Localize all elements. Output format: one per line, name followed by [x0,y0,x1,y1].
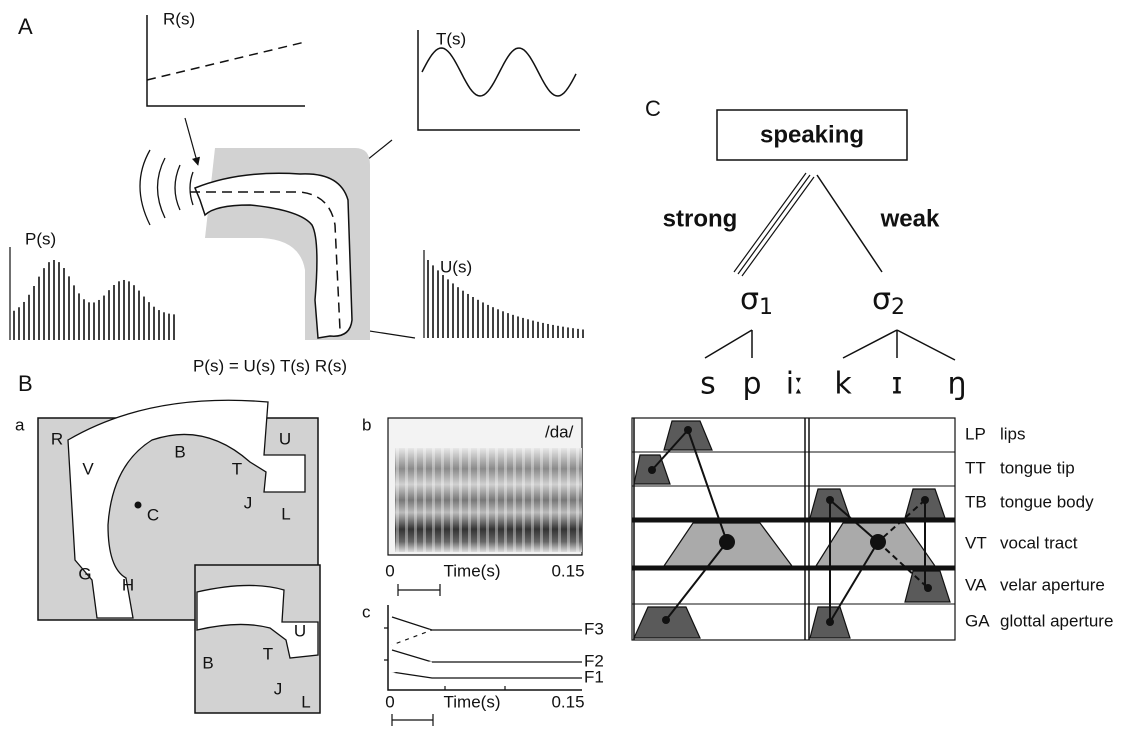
formant-tracks [392,617,582,678]
point-label: J [274,679,283,698]
formant-label: F3 [584,619,604,638]
subpanel-label: a [15,415,25,434]
x-end: 0.15 [551,561,584,580]
equation: P(s) = U(s) T(s) R(s) [193,356,347,375]
gesture-point [921,496,929,504]
x-end: 0.15 [551,692,584,711]
gesture-point [826,496,834,504]
tier-code: TB [965,492,987,511]
sound-waves [140,150,193,225]
tier-code: LP [965,424,986,443]
transfer-curve [422,48,576,96]
gesture-point [924,584,932,592]
scale-bar [392,714,433,726]
page: Speech production figure html, body { ma… [0,0,1132,729]
tier-name: velar aperture [1000,575,1105,594]
point-label: U [294,621,306,640]
arrow [185,118,198,165]
plot-label: P(s) [25,229,56,248]
axis [388,605,582,690]
vocal-tract [195,173,352,338]
formant-label: F1 [584,667,604,686]
spectrum [14,260,174,340]
gesture-point [719,534,735,550]
tier-code: TT [965,458,986,477]
tier-name: tongue body [1000,492,1094,511]
subpanel-label: c [362,602,371,621]
plot-label: U(s) [440,257,472,276]
weak-branch [817,175,882,272]
figure: A R(s) T(s) P(s) U(s) P(s) = U(s) T(s) R… [0,0,1132,729]
gesture-point [870,534,886,550]
tier-code: VT [965,533,987,552]
panel-label: C [645,96,661,121]
panel-label: A [18,14,33,39]
point-label: U [279,429,291,448]
point-label: G [78,564,91,583]
syllable-index: 2 [891,295,905,320]
center-point [135,502,142,509]
segment: ŋ [947,367,966,402]
branch-label: strong [663,205,738,232]
tier-code: GA [965,611,990,630]
scale-bar [398,584,440,596]
segment-branches [705,330,955,360]
x-label: Time(s) [444,561,501,580]
segment: s [700,367,716,402]
panel-label: B [18,371,33,396]
tier-name: vocal tract [1000,533,1078,552]
point-label: T [263,644,273,663]
gesture-point [684,426,692,434]
syllable-index: 1 [759,295,773,320]
branch-label: weak [880,205,940,232]
syllable: σ1 [740,282,773,321]
syllable-symbol: σ [740,282,759,317]
strong-branch [734,173,814,276]
x-start: 0 [385,692,394,711]
point-label: H [122,575,134,594]
point-label: B [174,442,185,461]
segment: ɪ [891,367,902,402]
syllable-symbol: σ [872,282,891,317]
segment: k [834,367,852,402]
gesture-point [648,466,656,474]
gesture-point [662,616,670,624]
x-start: 0 [385,561,394,580]
point-label: V [82,459,94,478]
point-label: L [301,692,310,711]
root: speaking [760,121,864,148]
point-label: C [147,505,159,524]
gesture-point [826,618,834,626]
radiation-curve [147,42,305,80]
formant-gaps [392,630,432,672]
point-label: B [202,653,213,672]
x-label: Time(s) [444,692,501,711]
point-label: J [244,493,253,512]
segment: iː [786,367,804,402]
tier-name: lips [1000,424,1026,443]
body: {"panel_a": {"label": "A", "r_label": "R… [0,0,1132,729]
tier-name: glottal aperture [1000,611,1113,630]
plot-label: R(s) [163,9,195,28]
segment: p [742,367,761,402]
point-label: T [232,459,242,478]
point-label: R [51,429,63,448]
syllable: σ2 [872,282,905,321]
tier-name: tongue tip [1000,458,1075,477]
token: /da/ [545,422,574,441]
subpanel-label: b [362,415,371,434]
point-label: L [281,504,290,523]
ticks [384,628,505,690]
gestural-score: LP lips TT tongue tip TB tongue body VT vocal t… [632,418,1113,640]
plot-label: T(s) [436,29,466,48]
spectrogram-pulses [395,448,582,552]
panel-a: A R(s) T(s) P(s) U(s) P(s) = U(s) T(s) R… [10,9,583,375]
tier-code: VA [965,575,987,594]
